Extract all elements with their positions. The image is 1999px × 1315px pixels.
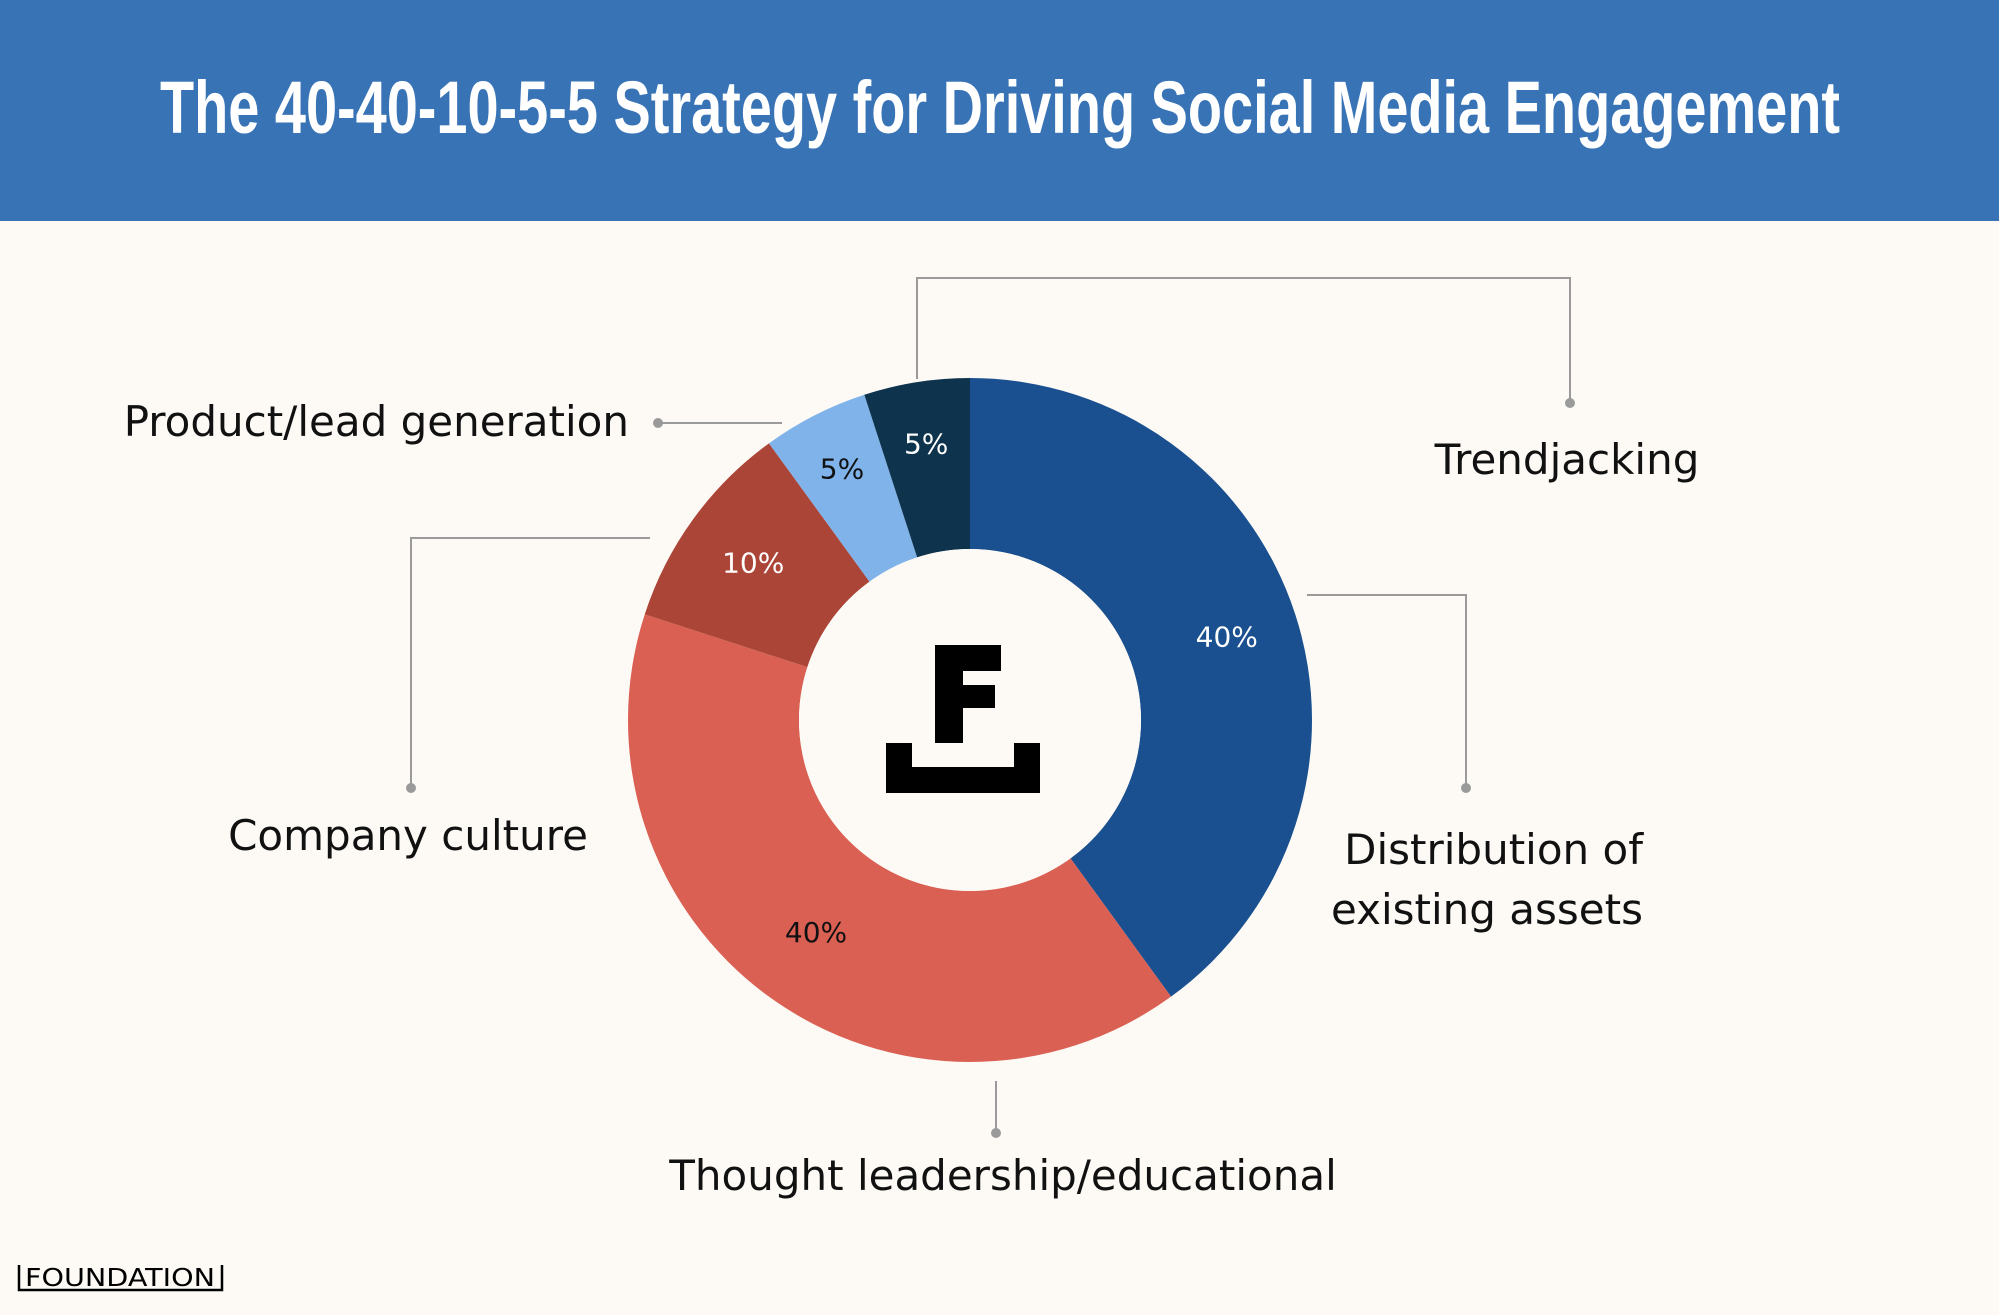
leader-line-trendjacking bbox=[916, 277, 1571, 403]
leader-dot-trendjacking bbox=[1565, 398, 1575, 408]
leader-dot-thought-leadership-educational bbox=[991, 1128, 1001, 1138]
slice-trendjacking bbox=[864, 378, 970, 558]
foundation-f-logo-icon bbox=[886, 645, 1040, 793]
category-label-trendjacking: Trendjacking bbox=[1434, 435, 1700, 484]
leader-dot-product-lead-generation bbox=[653, 418, 663, 428]
slice-distribution-of-existing-assets bbox=[970, 378, 1312, 997]
leader-dot-distribution-of-existing-assets bbox=[1461, 783, 1471, 793]
foundation-footer-logo: FOUNDATION bbox=[17, 1263, 224, 1292]
leader-line-distribution-of-existing-assets bbox=[1307, 594, 1467, 788]
leader-line-company-culture bbox=[410, 537, 650, 788]
slice-thought-leadership-educational bbox=[627, 614, 1172, 1063]
footer-logo-text: FOUNDATION bbox=[25, 1263, 215, 1292]
category-label-product-lead-generation: Product/lead generation bbox=[124, 397, 629, 446]
value-label-thought-leadership-educational: 40% bbox=[785, 916, 847, 949]
value-label-distribution-of-existing-assets: 40% bbox=[1196, 621, 1258, 654]
slice-company-culture bbox=[644, 443, 870, 668]
category-label-distribution-of-existing-assets: existing assets bbox=[1331, 885, 1643, 934]
category-label-thought-leadership-educational: Thought leadership/educational bbox=[668, 1151, 1337, 1200]
leader-dot-company-culture bbox=[406, 783, 416, 793]
slice-product-lead-generation bbox=[768, 394, 918, 582]
category-label-company-culture: Company culture bbox=[228, 811, 588, 860]
category-label-distribution-of-existing-assets: Distribution of bbox=[1344, 825, 1644, 874]
value-label-company-culture: 10% bbox=[722, 546, 784, 579]
page-title: The 40-40-10-5-5 Strategy for Driving So… bbox=[160, 66, 1840, 149]
donut-hole bbox=[799, 549, 1141, 891]
value-label-trendjacking: 5% bbox=[904, 427, 948, 460]
header-banner bbox=[0, 0, 1999, 221]
value-label-product-lead-generation: 5% bbox=[820, 453, 864, 486]
